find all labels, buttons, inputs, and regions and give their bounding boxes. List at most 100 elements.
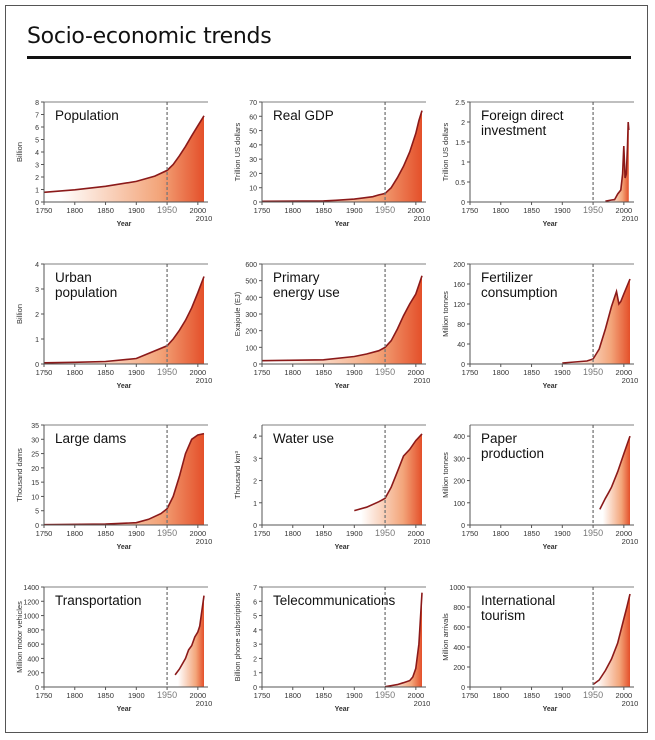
y-tick-label: 100 — [453, 501, 465, 508]
y-tick-label: 10 — [249, 186, 257, 193]
y-tick-label: 70 — [249, 100, 257, 107]
data-line — [562, 278, 631, 364]
y-axis-label: Million arrivals — [441, 613, 450, 661]
x-tick-label: 1750 — [462, 529, 479, 538]
y-tick-label: 5 — [253, 614, 257, 621]
y-tick-label: 400 — [27, 656, 39, 663]
x-tick-label: 2000 — [408, 206, 425, 215]
y-axis-label: Billion — [15, 142, 24, 162]
x-tick-label: 1750 — [254, 206, 271, 215]
x-axis-label: Year — [335, 383, 350, 390]
x-tick-label: 1900 — [346, 529, 363, 538]
x-tick-label: 2000 — [408, 529, 425, 538]
x-tick-label: 1900 — [346, 368, 363, 377]
y-tick-label: 600 — [453, 625, 465, 632]
x-tick-label: 1800 — [492, 529, 509, 538]
y-tick-label: 5 — [35, 509, 39, 516]
chart-title: population — [55, 285, 117, 300]
y-tick-label: 2 — [35, 312, 39, 319]
y-tick-label: 30 — [31, 437, 39, 444]
y-tick-label: 1 — [253, 501, 257, 508]
chart-title: Population — [55, 108, 119, 123]
y-tick-label: 40 — [457, 342, 465, 349]
x-tick-label: 1950 — [375, 367, 395, 377]
x-tick-label: 1800 — [66, 529, 83, 538]
x-tick-label: 1750 — [36, 529, 53, 538]
x-axis-label: Year — [335, 706, 350, 713]
y-tick-label: 500 — [245, 279, 257, 286]
y-tick-label: 4 — [253, 628, 257, 635]
x-tick-label: 1850 — [315, 691, 332, 700]
x-tick-label: 1800 — [492, 206, 509, 215]
y-axis-label: Trillion US dollars — [441, 123, 450, 182]
y-tick-label: 400 — [453, 434, 465, 441]
x-tick-label: 1750 — [36, 368, 53, 377]
data-line — [384, 592, 423, 688]
data-area — [175, 595, 204, 687]
chart-title: Large dams — [55, 431, 127, 446]
y-tick-label: 1 — [35, 188, 39, 195]
data-area — [44, 433, 204, 525]
y-tick-label: 0 — [461, 362, 465, 369]
y-tick-label: 80 — [457, 322, 465, 329]
x-tick-label: 1850 — [523, 529, 540, 538]
y-tick-label: 3 — [35, 163, 39, 170]
x-tick-label: 1800 — [66, 691, 83, 700]
x-tick-label: 2000 — [408, 368, 425, 377]
title-rule — [27, 56, 631, 59]
x-tick-label: 2000 — [190, 368, 207, 377]
page-title: Socio-economic trends — [27, 24, 272, 49]
x-tick-label: 1750 — [254, 529, 271, 538]
x-tick-label: 1850 — [97, 691, 114, 700]
x-tick-label-2010: 2010 — [414, 214, 431, 223]
chart-title: Real GDP — [273, 108, 334, 123]
y-tick-label: 2 — [461, 120, 465, 127]
x-tick-label: 1950 — [157, 528, 177, 538]
x-axis-label: Year — [335, 221, 350, 228]
x-tick-label: 1900 — [554, 691, 571, 700]
x-tick-label: 1850 — [523, 368, 540, 377]
x-axis-label: Year — [117, 544, 132, 551]
y-tick-label: 100 — [245, 345, 257, 352]
x-tick-label: 2000 — [190, 206, 207, 215]
y-tick-label: 200 — [453, 479, 465, 486]
x-tick-label: 1950 — [583, 205, 603, 215]
chart-title: production — [481, 446, 544, 461]
data-area — [605, 122, 629, 202]
x-axis-label: Year — [543, 383, 558, 390]
x-axis-label: Year — [117, 706, 132, 713]
y-tick-label: 0 — [35, 523, 39, 530]
x-tick-label: 1900 — [554, 206, 571, 215]
y-tick-label: 6 — [35, 125, 39, 132]
chart-title: consumption — [481, 285, 558, 300]
x-tick-label: 1750 — [462, 206, 479, 215]
data-area — [44, 276, 204, 364]
x-tick-label: 1750 — [36, 206, 53, 215]
y-tick-label: 20 — [249, 171, 257, 178]
y-axis-label: Billion — [15, 304, 24, 324]
y-tick-label: 0 — [35, 200, 39, 207]
data-area — [385, 592, 422, 687]
y-tick-label: 0 — [461, 200, 465, 207]
x-tick-label: 1800 — [284, 691, 301, 700]
x-tick-label: 1950 — [583, 367, 603, 377]
figure-frame — [5, 5, 648, 733]
x-tick-label: 1850 — [315, 206, 332, 215]
data-line — [174, 595, 205, 676]
x-tick-label: 1900 — [554, 529, 571, 538]
y-tick-label: 600 — [245, 262, 257, 269]
y-tick-label: 0 — [35, 685, 39, 692]
y-tick-label: 0 — [253, 523, 257, 530]
y-tick-label: 400 — [453, 645, 465, 652]
chart-title: International — [481, 593, 555, 608]
x-tick-label: 1900 — [128, 206, 145, 215]
data-area — [593, 594, 630, 687]
data-line — [599, 435, 631, 510]
x-tick-label: 1850 — [315, 529, 332, 538]
y-tick-label: 1 — [461, 160, 465, 167]
x-tick-label: 1800 — [492, 691, 509, 700]
x-tick-label-2010: 2010 — [414, 537, 431, 546]
y-tick-label: 8 — [35, 100, 39, 107]
x-axis-label: Year — [117, 383, 132, 390]
y-tick-label: 1200 — [23, 599, 39, 606]
